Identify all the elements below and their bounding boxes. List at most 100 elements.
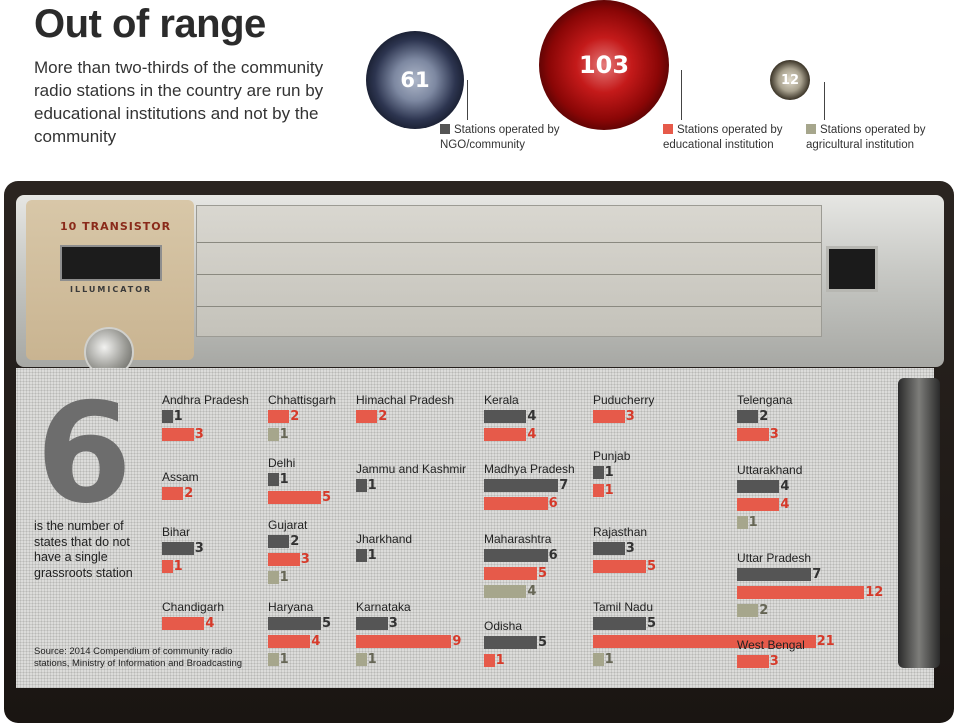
legend-edu: Stations operated by educational institu…	[663, 123, 793, 153]
radio-brand-number: 10	[60, 220, 78, 233]
state-jammu-and-kashmir: Jammu and Kashmir 1	[356, 462, 466, 494]
edu-value-label: 3	[300, 552, 310, 567]
state-name: West Bengal	[737, 638, 805, 652]
edu-bar	[737, 586, 865, 599]
edu-value-label: 4	[311, 634, 321, 649]
state-andhra-pradesh: Andhra Pradesh 1 3	[162, 393, 249, 443]
state-name: Madhya Pradesh	[484, 462, 575, 476]
state-maharashtra: Maharashtra 6 5 4	[484, 532, 558, 600]
ngo-row: 6	[484, 548, 558, 564]
ngo-value-label: 6	[548, 548, 558, 563]
ngo-total-value: 61	[400, 68, 430, 92]
ngo-row: 7	[737, 567, 821, 583]
source-note: Source: 2014 Compendium of community rad…	[34, 646, 243, 669]
edu-bar	[268, 491, 321, 504]
agri-value-label: 1	[367, 652, 377, 667]
edu-bar	[484, 497, 548, 510]
ngo-row: 5	[593, 616, 656, 632]
ngo-row: 1	[356, 478, 466, 494]
agri-value-label: 1	[279, 570, 289, 585]
edu-row: 1	[162, 559, 190, 575]
edu-value-label: 5	[322, 490, 332, 505]
dial-band-sw2	[197, 306, 821, 334]
radio-brand: 10 TRANSISTOR	[60, 220, 171, 233]
state-telengana: Telengana 2 3	[737, 393, 792, 443]
ngo-value-label: 5	[538, 635, 548, 650]
ngo-bar	[737, 410, 759, 423]
ngo-value-label: 7	[812, 567, 822, 582]
edu-value-label: 1	[495, 653, 505, 668]
state-himachal-pradesh: Himachal Pradesh 2	[356, 393, 454, 425]
edu-row: 12	[737, 585, 883, 601]
state-tamil-nadu: Tamil Nadu 5 21 1	[593, 600, 835, 668]
agri-leader-line	[824, 82, 825, 120]
edu-bar	[268, 635, 311, 648]
state-jharkhand: Jharkhand 1	[356, 532, 412, 564]
edu-row: 3	[737, 654, 805, 670]
legend-agri-swatch	[806, 124, 816, 134]
state-name: Rajasthan	[593, 525, 648, 539]
state-uttar-pradesh: Uttar Pradesh 7 12 2	[737, 551, 883, 619]
ngo-total-knob: 61	[366, 31, 464, 129]
ngo-bar	[356, 479, 367, 492]
edu-value-label: 5	[647, 559, 657, 574]
ngo-row: 1	[356, 548, 412, 564]
state-name: Chhattisgarh	[268, 393, 337, 407]
edu-row: 4	[737, 497, 802, 513]
edu-leader-line	[681, 70, 682, 120]
legend-edu-swatch	[663, 124, 673, 134]
edu-bar	[593, 635, 816, 648]
ngo-value-label: 4	[780, 479, 790, 494]
state-rajasthan: Rajasthan 3 5	[593, 525, 656, 575]
edu-bar	[356, 635, 452, 648]
edu-row: 4	[268, 634, 320, 650]
edu-bar	[737, 428, 769, 441]
state-name: Uttar Pradesh	[737, 551, 812, 565]
agri-bar	[268, 653, 279, 666]
legend-agri: Stations operated by agricultural instit…	[806, 123, 936, 153]
edu-row: 3	[268, 552, 310, 568]
edu-bar	[593, 484, 604, 497]
edu-row: 5	[593, 559, 656, 575]
state-name: Jammu and Kashmir	[356, 462, 467, 476]
ngo-bar	[484, 410, 527, 423]
ngo-value-label: 3	[388, 616, 398, 631]
edu-bar	[737, 655, 769, 668]
ngo-bar	[162, 410, 173, 423]
ngo-row: 1	[593, 465, 630, 481]
agri-row: 1	[593, 652, 653, 668]
state-puducherry: Puducherry 3	[593, 393, 654, 425]
ngo-row: 4	[484, 409, 536, 425]
agri-bar	[356, 653, 367, 666]
agri-row: 1	[268, 570, 307, 586]
edu-row: 1	[593, 483, 630, 499]
state-gujarat: Gujarat 2 3 1	[268, 518, 310, 586]
edu-bar	[737, 498, 780, 511]
ngo-value-label: 7	[559, 478, 569, 493]
ngo-bar	[268, 617, 321, 630]
edu-value-label: 4	[780, 497, 790, 512]
edu-bar	[162, 560, 173, 573]
edu-bar	[162, 617, 205, 630]
tuning-window	[826, 246, 878, 292]
ngo-value-label: 5	[322, 616, 332, 631]
edu-bar	[162, 428, 194, 441]
state-name: Punjab	[593, 449, 631, 463]
edu-row: 21	[593, 634, 835, 650]
ngo-bar	[268, 535, 290, 548]
edu-row: 3	[593, 409, 654, 425]
illumicator-label: ILLUMICATOR	[70, 285, 153, 294]
edu-row: 5	[484, 566, 551, 582]
agri-bar	[737, 604, 759, 617]
edu-bar	[268, 410, 290, 423]
ngo-row: 5	[268, 616, 331, 632]
edu-row: 2	[268, 409, 336, 425]
ngo-row: 1	[162, 409, 249, 425]
state-karnataka: Karnataka 3 9 1	[356, 600, 461, 668]
ngo-row: 5	[484, 635, 547, 651]
edu-bar	[593, 410, 625, 423]
edu-row: 4	[162, 616, 224, 632]
ngo-row: 3	[162, 541, 204, 557]
edu-row: 1	[484, 653, 522, 669]
edu-bar	[484, 567, 537, 580]
